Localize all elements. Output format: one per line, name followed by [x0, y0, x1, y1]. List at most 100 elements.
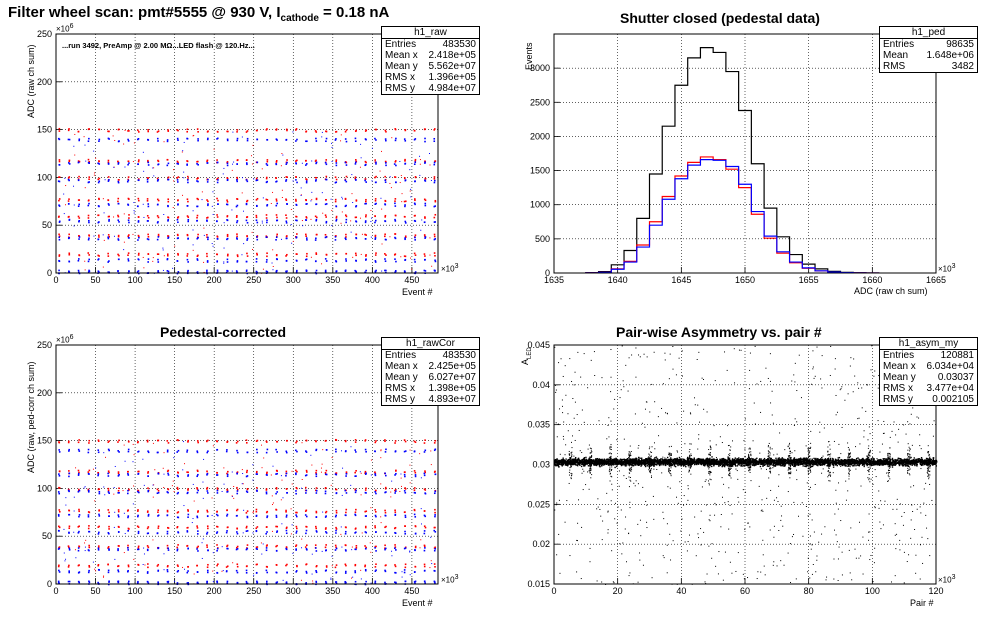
data-point [73, 510, 75, 512]
data-point [344, 138, 347, 140]
data-point [246, 516, 249, 519]
data-point [77, 472, 80, 475]
data-point [226, 139, 229, 142]
data-point [255, 272, 258, 275]
data-point [727, 461, 729, 464]
data-point [852, 458, 854, 461]
data-point [434, 448, 437, 451]
data-point [802, 465, 804, 467]
data-point [285, 488, 288, 490]
data-point [245, 202, 248, 205]
data-point [187, 441, 189, 443]
data-point [216, 526, 219, 528]
data-point [394, 490, 397, 492]
data-point [78, 514, 81, 516]
data-point [186, 258, 189, 261]
data-point [136, 548, 139, 551]
data-point [266, 571, 269, 574]
data-point [78, 489, 81, 492]
data-point [420, 539, 422, 541]
data-point [374, 547, 376, 549]
data-point [167, 205, 169, 208]
data-point [394, 581, 396, 584]
data-point [196, 214, 199, 217]
data-point [384, 162, 387, 164]
data-point [252, 512, 254, 514]
data-point [296, 138, 298, 141]
data-point [276, 139, 278, 141]
data-point [85, 160, 87, 162]
data-point [235, 509, 238, 512]
data-point [227, 253, 229, 256]
data-point [413, 450, 416, 453]
data-point [265, 569, 268, 572]
data-point [183, 177, 185, 179]
data-point [68, 546, 70, 549]
data-point [922, 462, 924, 465]
data-point [404, 220, 407, 223]
data-point [599, 460, 601, 463]
data-point [661, 458, 663, 460]
data-point [315, 487, 318, 489]
data-point [355, 475, 357, 477]
data-point [137, 526, 140, 528]
data-point [216, 131, 219, 133]
data-point [345, 140, 348, 143]
data-point [114, 465, 116, 467]
data-point [265, 129, 268, 131]
data-point [345, 258, 347, 260]
chart-plot: 0 50 100 150 200 250 300 350 400 4500501001502002… [37, 29, 439, 285]
data-point [384, 175, 386, 178]
data-point [310, 454, 312, 456]
data-point [276, 219, 279, 222]
data-point [186, 128, 189, 131]
data-point [296, 565, 298, 568]
data-point [104, 179, 106, 181]
data-point [272, 269, 274, 271]
data-point [389, 176, 391, 178]
data-point [364, 531, 367, 533]
data-point [87, 448, 90, 451]
data-point [78, 203, 80, 206]
data-point [305, 532, 307, 535]
data-point [385, 164, 387, 167]
data-point [206, 233, 208, 236]
data-point [883, 463, 885, 465]
data-point [216, 489, 219, 492]
data-point [167, 442, 170, 444]
data-point [296, 260, 298, 262]
data-point [324, 528, 327, 530]
data-point [187, 570, 189, 572]
data-point [78, 488, 80, 491]
data-point [364, 525, 367, 528]
data-point [157, 160, 160, 163]
data-point [58, 180, 61, 183]
data-point [403, 200, 406, 203]
data-point [424, 582, 426, 584]
data-point [315, 571, 318, 574]
data-point [167, 527, 170, 529]
data-point [306, 471, 308, 473]
data-point [97, 526, 100, 528]
data-point [75, 467, 77, 469]
data-point [384, 138, 387, 140]
data-point [401, 193, 403, 195]
data-point [176, 526, 179, 529]
data-point [314, 547, 317, 549]
data-point [137, 216, 140, 218]
data-point [265, 270, 268, 273]
data-point [107, 475, 110, 477]
data-point [916, 463, 918, 466]
data-point [216, 161, 219, 164]
data-point [197, 441, 199, 444]
data-point [384, 531, 387, 534]
data-point [84, 550, 86, 552]
data-point [305, 450, 307, 452]
data-point [404, 204, 406, 206]
data-point [162, 249, 164, 251]
data-point [354, 449, 357, 451]
y-tick-label: 50 [42, 220, 52, 230]
data-point [379, 170, 381, 172]
data-point [355, 469, 357, 472]
data-point [226, 233, 229, 236]
